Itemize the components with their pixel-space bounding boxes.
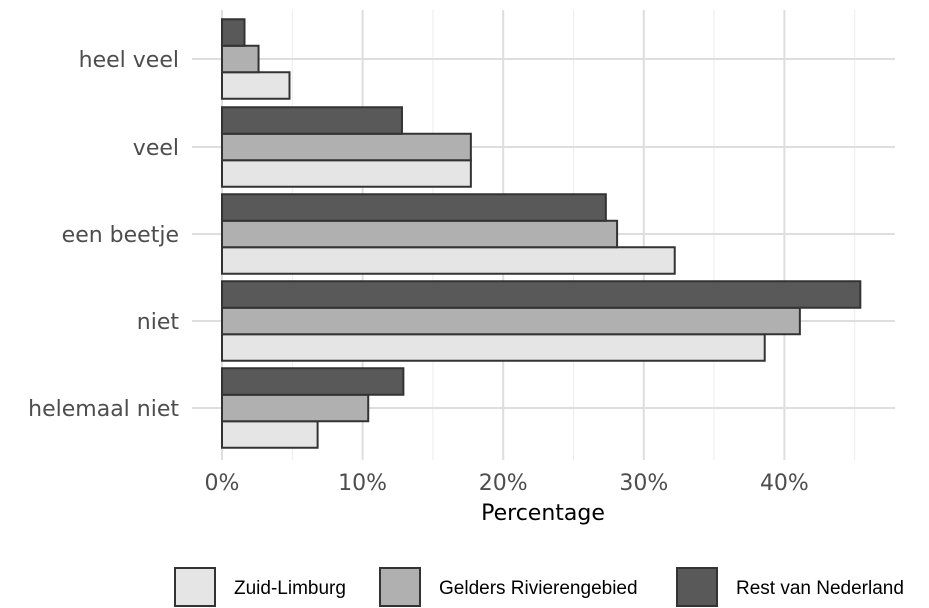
x-tick-label: 20%: [479, 471, 528, 496]
bar-helemaal-niet-rest-van-nederland: [221, 367, 405, 396]
legend: Zuid-Limburg Gelders Rivierengebied Rest v…: [174, 567, 904, 607]
x-tick-label: 0%: [205, 471, 240, 496]
category-label: helemaal niet: [28, 397, 179, 422]
category-label: een beetje: [62, 223, 179, 248]
bar-niet-zuid-limburg: [221, 333, 766, 362]
x-axis-title: Percentage: [481, 501, 605, 526]
category-label: heel veel: [79, 48, 179, 73]
bar-heel-veel-gelders-rivierengebied: [221, 44, 260, 74]
bar-een-beetje-gelders-rivierengebied: [221, 219, 619, 249]
bar-niet-gelders-rivierengebied: [221, 306, 801, 336]
x-tick-label: 10%: [338, 471, 387, 496]
bar-een-beetje-zuid-limburg: [221, 246, 676, 275]
legend-swatch: [174, 567, 216, 607]
bar-niet-rest-van-nederland: [221, 280, 862, 309]
legend-label: Rest van Nederland: [736, 578, 904, 599]
bar-heel-veel-zuid-limburg: [221, 71, 291, 100]
bar-veel-zuid-limburg: [221, 159, 472, 188]
x-tick-label: 30%: [619, 471, 668, 496]
bar-veel-rest-van-nederland: [221, 106, 403, 135]
bar-heel-veel-rest-van-nederland: [221, 18, 246, 47]
legend-label: Zuid-Limburg: [234, 578, 346, 599]
legend-label: Gelders Rivierengebied: [439, 578, 638, 599]
bar-helemaal-niet-zuid-limburg: [221, 420, 319, 449]
category-labels: heel veel veel een beetje niet helemaal niet: [28, 48, 179, 422]
bars: [221, 18, 862, 449]
bar-helemaal-niet-gelders-rivierengebied: [221, 393, 370, 423]
category-label: veel: [133, 136, 179, 161]
x-tick-labels: 0% 10% 20% 30% 40%: [205, 471, 809, 496]
bar-veel-gelders-rivierengebied: [221, 132, 472, 162]
legend-swatch: [676, 567, 718, 607]
legend-swatch: [379, 567, 421, 607]
category-label: niet: [137, 310, 180, 335]
bar-een-beetje-rest-van-nederland: [221, 193, 607, 222]
x-tick-label: 40%: [760, 471, 809, 496]
